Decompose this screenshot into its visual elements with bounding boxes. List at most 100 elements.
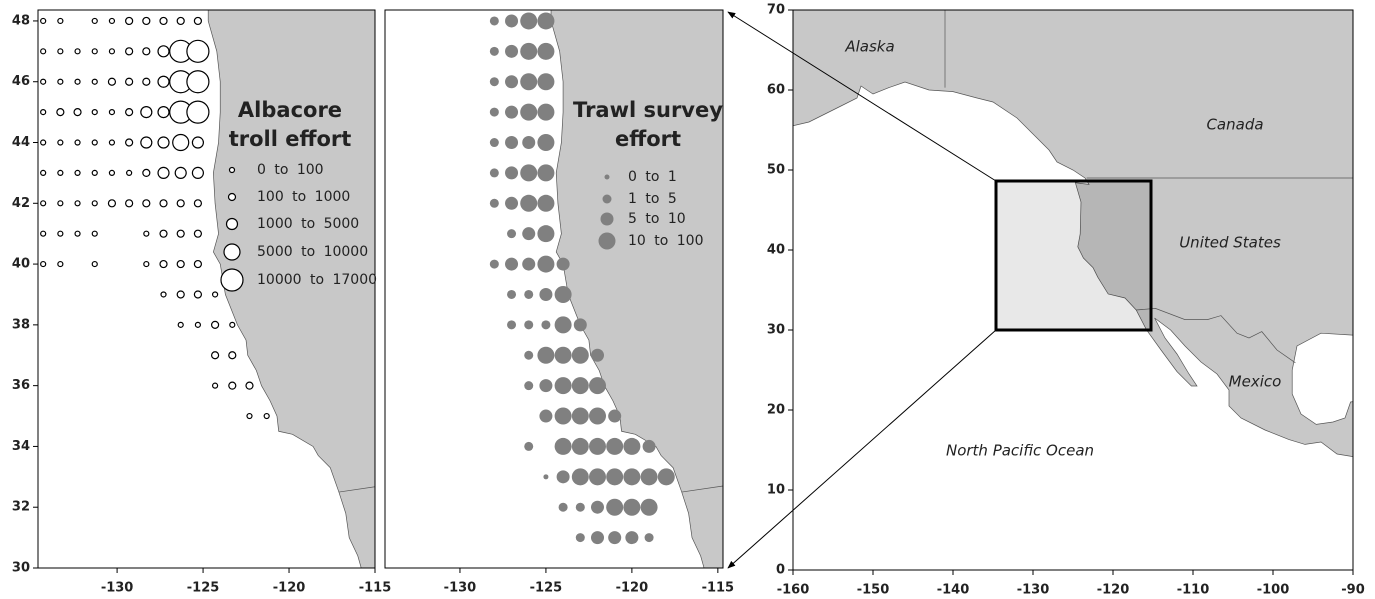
effort-bubble xyxy=(157,106,170,119)
legend-symbol xyxy=(225,217,239,231)
effort-bubble xyxy=(172,133,190,152)
y-tick-label: 46 xyxy=(12,74,30,89)
effort-bubble xyxy=(57,169,64,177)
effort-bubble xyxy=(554,346,572,364)
effort-bubble xyxy=(176,259,185,269)
effort-bubble xyxy=(571,437,589,455)
effort-bubble xyxy=(524,381,534,391)
effort-bubble xyxy=(522,257,536,271)
effort-bubble xyxy=(554,377,572,395)
effort-bubble xyxy=(640,498,658,516)
effort-bubble xyxy=(537,12,555,30)
place-label: Canada xyxy=(1206,116,1263,134)
effort-bubble xyxy=(489,107,499,117)
effort-bubble xyxy=(558,502,568,512)
y-tick-label: 30 xyxy=(12,561,30,576)
effort-bubble xyxy=(539,409,553,423)
effort-bubble xyxy=(606,498,624,516)
effort-bubble xyxy=(537,225,555,243)
x-tick-label: -120 xyxy=(1097,583,1130,598)
legend-symbol xyxy=(223,243,241,261)
effort-bubble xyxy=(554,437,572,455)
effort-bubble xyxy=(522,136,536,150)
effort-bubble xyxy=(108,139,116,146)
effort-bubble xyxy=(575,533,585,543)
effort-bubble xyxy=(541,320,551,330)
panel-frame xyxy=(384,9,724,569)
effort-bubble xyxy=(57,78,64,85)
effort-bubble xyxy=(186,70,210,94)
y-tick-label: 30 xyxy=(767,323,785,338)
y-tick-label: 10 xyxy=(767,483,785,498)
effort-bubble xyxy=(157,45,170,58)
effort-bubble xyxy=(176,199,185,208)
x-tick-label: -125 xyxy=(530,581,563,596)
effort-bubble xyxy=(193,16,203,26)
x-tick-label: -150 xyxy=(857,583,890,598)
effort-bubble xyxy=(91,230,98,237)
effort-bubble xyxy=(623,468,641,486)
effort-bubble xyxy=(143,230,150,237)
legend-label: 1000 to 5000 xyxy=(257,216,359,232)
effort-bubble xyxy=(125,47,134,56)
effort-bubble xyxy=(73,108,82,117)
effort-bubble xyxy=(537,73,555,91)
effort-bubble xyxy=(91,109,98,116)
y-tick-label: 40 xyxy=(12,257,30,272)
effort-bubble xyxy=(505,75,519,89)
effort-bubble xyxy=(194,321,202,328)
effort-bubble xyxy=(556,257,570,271)
effort-bubble xyxy=(143,260,150,268)
effort-bubble xyxy=(176,16,185,26)
effort-bubble xyxy=(537,194,555,212)
x-tick-label: -115 xyxy=(359,581,392,596)
x-tick-label: -125 xyxy=(187,581,220,596)
legend-title: troll effort xyxy=(229,127,352,151)
effort-bubble xyxy=(489,259,499,269)
effort-bubble xyxy=(91,17,98,25)
effort-bubble xyxy=(642,439,656,453)
effort-bubble xyxy=(186,100,210,124)
effort-bubble xyxy=(140,136,153,149)
y-tick-label: 42 xyxy=(12,196,30,211)
legend-label: 100 to 1000 xyxy=(257,189,350,205)
effort-bubble xyxy=(537,42,555,60)
effort-bubble xyxy=(193,229,203,238)
effort-bubble xyxy=(489,16,499,26)
effort-bubble xyxy=(524,350,534,360)
effort-bubble xyxy=(57,230,64,237)
effort-bubble xyxy=(193,290,203,299)
effort-bubble xyxy=(193,199,203,208)
effort-bubble xyxy=(245,381,254,390)
effort-bubble xyxy=(588,437,606,455)
effort-bubble xyxy=(57,139,64,146)
y-tick-label: 60 xyxy=(767,83,785,98)
legend-label: 10000 to 17000 xyxy=(257,272,377,288)
legend-label: 0 to 100 xyxy=(257,162,324,178)
effort-bubble xyxy=(108,109,116,116)
effort-bubble xyxy=(91,260,98,268)
effort-bubble xyxy=(142,47,151,56)
effort-bubble xyxy=(210,320,220,329)
inset-arrow xyxy=(727,11,997,182)
effort-bubble xyxy=(524,289,534,299)
effort-bubble xyxy=(56,108,65,117)
effort-bubble xyxy=(507,229,517,239)
place-label: North Pacific Ocean xyxy=(946,442,1094,460)
effort-bubble xyxy=(157,136,170,149)
legend-label: 5000 to 10000 xyxy=(257,244,368,260)
effort-bubble xyxy=(228,381,237,390)
effort-bubble xyxy=(91,78,98,85)
effort-bubble xyxy=(176,290,185,299)
effort-bubble xyxy=(537,103,555,121)
effort-bubble xyxy=(108,169,116,177)
effort-bubble xyxy=(125,138,134,147)
x-tick-label: -120 xyxy=(273,581,306,596)
x-tick-label: -100 xyxy=(1257,583,1290,598)
effort-bubble xyxy=(40,17,47,25)
place-label: Mexico xyxy=(1229,373,1282,391)
legend-label: 5 to 10 xyxy=(628,211,686,227)
effort-bubble xyxy=(174,166,187,180)
legend-label: 1 to 5 xyxy=(628,191,677,207)
effort-bubble xyxy=(623,437,641,455)
